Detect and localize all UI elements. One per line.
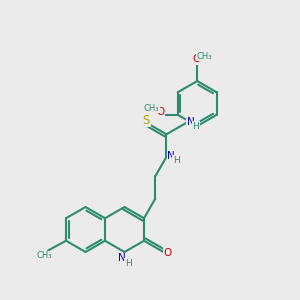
Text: H: H (193, 122, 199, 130)
Text: H: H (173, 156, 180, 165)
Text: N: N (167, 151, 175, 161)
Text: O: O (156, 107, 164, 117)
Text: O: O (164, 248, 172, 258)
Text: CH₃: CH₃ (144, 104, 159, 113)
Text: N: N (118, 253, 125, 263)
Text: CH₃: CH₃ (36, 251, 52, 260)
Text: O: O (193, 54, 201, 64)
Text: S: S (143, 113, 150, 127)
Text: H: H (125, 259, 131, 268)
Text: CH₃: CH₃ (197, 52, 212, 61)
Text: N: N (187, 117, 195, 127)
